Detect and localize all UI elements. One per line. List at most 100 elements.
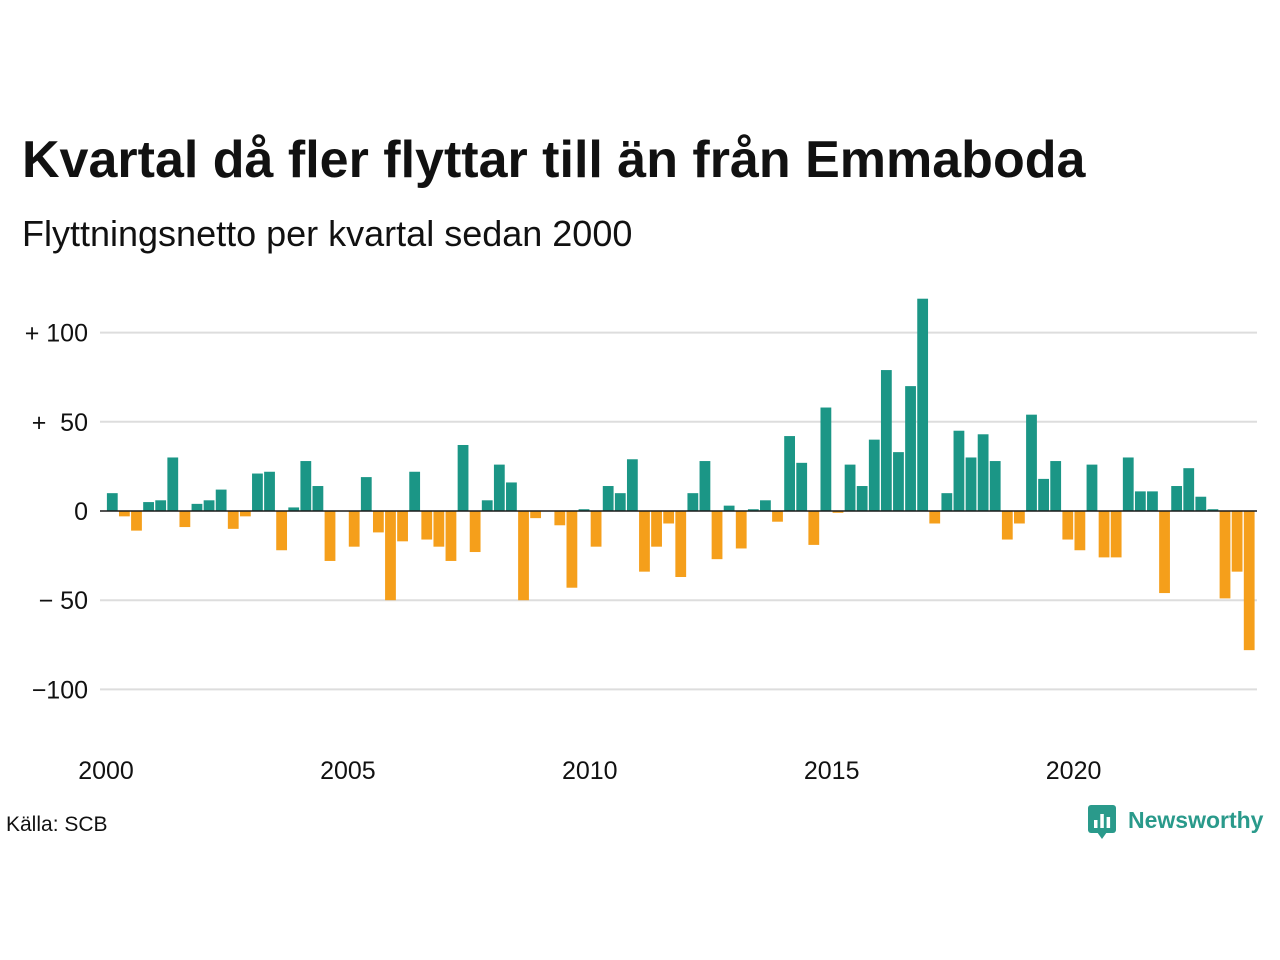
bar-2004-q2 xyxy=(312,486,324,511)
bar-2004-q3 xyxy=(324,511,336,561)
bar-2011-q2 xyxy=(651,511,662,547)
chart-subtitle: Flyttningsnetto per kvartal sedan 2000 xyxy=(22,213,633,254)
bar-2014-q2 xyxy=(796,462,808,511)
bar-2019-q3 xyxy=(1050,461,1062,511)
bar-2011-q1 xyxy=(639,511,650,572)
bar-2000-q1 xyxy=(106,493,118,511)
bar-2022-q1 xyxy=(1171,486,1183,511)
y-tick-label: + 50 xyxy=(32,409,88,437)
bar-2021-q3 xyxy=(1147,491,1158,511)
bar-2023-q2 xyxy=(1231,511,1243,572)
bar-2002-q3 xyxy=(227,511,239,529)
bar-2006-q4 xyxy=(433,511,445,547)
y-tick-label: 0 xyxy=(74,498,88,526)
bar-2014-q3 xyxy=(808,511,820,545)
bar-2015-q2 xyxy=(844,464,856,511)
bars xyxy=(106,298,1255,651)
bar-2000-q3 xyxy=(131,511,142,531)
bar-2012-q3 xyxy=(711,511,723,560)
bar-2020-q4 xyxy=(1110,511,1122,558)
bar-2003-q2 xyxy=(264,471,275,511)
bar-2022-q4 xyxy=(1207,509,1219,511)
bar-2011-q4 xyxy=(675,511,687,578)
bar-2005-q3 xyxy=(372,511,384,533)
bar-2006-q2 xyxy=(409,471,421,511)
x-tick-label: 2010 xyxy=(562,757,618,785)
bar-2002-q1 xyxy=(203,500,215,511)
bar-2013-q4 xyxy=(772,511,783,522)
source-note: Källa: SCB xyxy=(6,813,108,836)
bar-2010-q1 xyxy=(590,511,602,547)
bar-2018-q2 xyxy=(989,461,1001,511)
bar-2005-q2 xyxy=(360,477,372,511)
bar-2020-q1 xyxy=(1074,511,1086,551)
bar-2011-q3 xyxy=(663,511,675,524)
bar-2012-q1 xyxy=(687,493,699,511)
bar-2015-q3 xyxy=(856,486,868,511)
bar-2002-q4 xyxy=(239,511,251,517)
bar-2007-q1 xyxy=(445,511,457,561)
logo-wordmark: Newsworthy xyxy=(1128,807,1264,833)
bar-2018-q4 xyxy=(1014,511,1025,524)
bar-2014-q1 xyxy=(784,436,795,511)
bar-2023-q1 xyxy=(1219,511,1231,599)
bar-2007-q4 xyxy=(481,500,493,511)
x-tick-label: 2000 xyxy=(78,757,134,785)
bar-2007-q2 xyxy=(457,444,469,511)
y-tick-label: − 50 xyxy=(39,587,88,615)
bar-2006-q3 xyxy=(421,511,433,540)
gridlines xyxy=(100,331,1257,691)
bar-2002-q2 xyxy=(215,489,227,511)
bar-2016-q4 xyxy=(917,298,929,511)
bar-2016-q3 xyxy=(905,386,916,511)
bar-2015-q1 xyxy=(832,511,844,513)
bar-2000-q4 xyxy=(143,502,154,511)
bar-2007-q3 xyxy=(469,511,481,553)
bar-2019-q4 xyxy=(1062,511,1074,540)
bar-2009-q4 xyxy=(578,509,590,511)
bar-2003-q3 xyxy=(276,511,288,551)
newsworthy-logo-icon xyxy=(1088,805,1116,839)
bar-2019-q2 xyxy=(1038,478,1049,511)
bar-2003-q1 xyxy=(252,473,263,511)
bar-2013-q3 xyxy=(760,500,771,511)
bar-2008-q1 xyxy=(493,464,505,511)
bar-2018-q1 xyxy=(977,434,989,511)
bar-2010-q2 xyxy=(602,486,614,511)
bar-2022-q2 xyxy=(1183,468,1195,511)
bar-2012-q2 xyxy=(699,461,711,511)
bar-2009-q2 xyxy=(554,511,566,526)
bar-2008-q4 xyxy=(530,511,542,519)
bar-2008-q2 xyxy=(506,482,517,511)
bar-2021-q2 xyxy=(1134,491,1146,511)
x-tick-label: 2020 xyxy=(1046,757,1102,785)
bar-2013-q2 xyxy=(747,509,759,511)
bar-chart: + 100 + 50 0 − 50 −100 2000 2005 2010 2015 2020 xyxy=(25,298,1257,785)
bar-2001-q1 xyxy=(155,500,167,511)
bar-2005-q1 xyxy=(348,511,360,547)
bar-2004-q1 xyxy=(300,461,312,511)
bar-2009-q3 xyxy=(566,511,578,588)
newsworthy-logo: Newsworthy xyxy=(1088,805,1263,841)
y-tick-label: −100 xyxy=(32,676,88,704)
bar-2006-q1 xyxy=(397,511,408,542)
bar-2020-q3 xyxy=(1098,511,1110,558)
bar-2005-q4 xyxy=(385,511,396,601)
bar-2014-q4 xyxy=(820,407,832,511)
bar-2017-q1 xyxy=(929,511,941,524)
bar-2001-q2 xyxy=(167,457,179,511)
bar-2023-q3 xyxy=(1243,511,1255,651)
bar-2013-q1 xyxy=(735,511,747,549)
bar-2021-q1 xyxy=(1122,457,1134,511)
bar-2019-q1 xyxy=(1026,414,1037,511)
bar-2010-q3 xyxy=(614,493,626,511)
bar-2012-q4 xyxy=(723,505,735,511)
bar-2020-q2 xyxy=(1086,464,1098,511)
bar-2017-q3 xyxy=(953,430,965,511)
bar-2016-q2 xyxy=(893,452,904,511)
x-tick-label: 2015 xyxy=(804,757,860,785)
bar-2016-q1 xyxy=(880,370,892,511)
bar-2018-q3 xyxy=(1001,511,1013,540)
x-tick-label: 2005 xyxy=(320,757,376,785)
bar-2008-q3 xyxy=(518,511,529,601)
